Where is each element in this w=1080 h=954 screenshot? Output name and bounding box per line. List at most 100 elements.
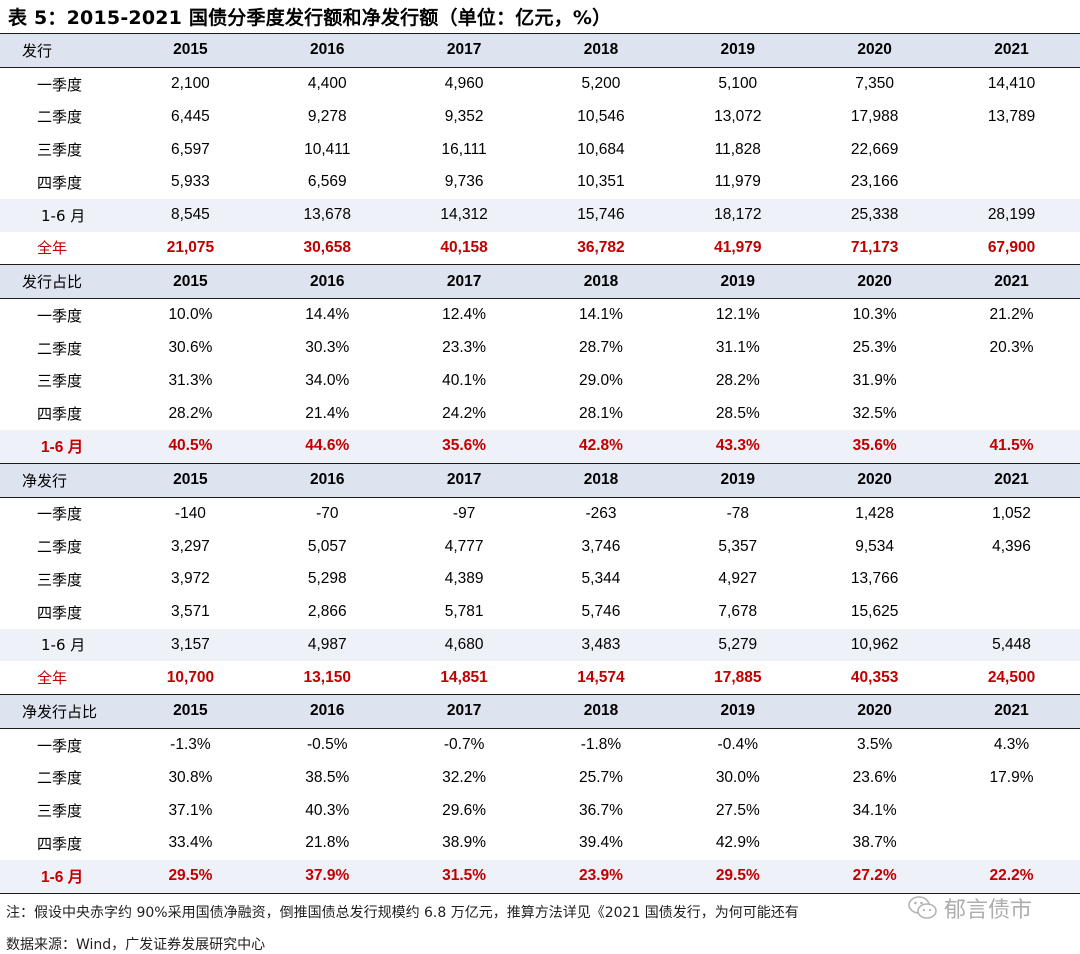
value-cell: 5,100 <box>718 75 758 93</box>
value-cell: 71,173 <box>850 238 899 256</box>
value-cell: 24.2% <box>442 404 487 422</box>
table-body: 发行 2015 2016 2017 2018 2019 2020 2021 一季度 2,100 4,… <box>0 33 1080 894</box>
value-cell: 23,166 <box>850 173 899 191</box>
value-cell <box>943 166 1080 199</box>
year-header-cell: 2019 <box>669 694 807 729</box>
value-cell <box>943 596 1080 629</box>
value-cell: 32.5% <box>852 404 897 422</box>
row-label: 一季度 <box>37 306 83 325</box>
value-cell: 12.4% <box>442 306 487 324</box>
value-cell: 38.7% <box>852 834 897 852</box>
value-cell: 35.6% <box>806 430 944 464</box>
table-row: 三季度 37.1% 40.3% 29.6% 36.7% 27.5% 34.1% <box>0 794 1080 827</box>
row-label: 全年 <box>37 669 68 688</box>
value-cell: -0.5% <box>307 736 348 754</box>
table-row: 三季度 3,972 5,298 4,389 5,344 4,927 13,766 <box>0 563 1080 596</box>
value-cell: 14,410 <box>987 75 1036 93</box>
value-cell: 40.3% <box>305 801 350 819</box>
value-cell: 6,445 <box>171 107 210 125</box>
year-header-cell: 2021 <box>943 264 1080 299</box>
value-cell: 37.1% <box>168 801 213 819</box>
value-cell: 4,396 <box>992 537 1031 555</box>
row-label: 二季度 <box>37 339 83 358</box>
value-cell: 4,927 <box>718 570 758 588</box>
value-cell <box>943 397 1080 430</box>
value-cell: 21.8% <box>305 834 350 852</box>
row-label: 1-6 月 <box>0 430 122 464</box>
value-cell: 7,678 <box>718 603 758 621</box>
year-header-cell: 2016 <box>258 694 396 729</box>
year-header-cell: 2017 <box>395 33 533 68</box>
row-label: 一季度 <box>37 505 83 524</box>
value-cell: 1,052 <box>992 504 1031 522</box>
value-cell: 35.6% <box>395 430 533 464</box>
value-cell: 24,500 <box>987 668 1036 686</box>
value-cell: 3,571 <box>171 603 210 621</box>
value-cell: 3,297 <box>171 537 210 555</box>
section-header-label: 发行 <box>0 33 122 68</box>
value-cell: 13,789 <box>987 107 1036 125</box>
table-row: 1-6 月 40.5% 44.6% 35.6% 42.8% 43.3% 35.6% 41.5% <box>0 430 1080 464</box>
value-cell: 16,111 <box>441 140 487 158</box>
value-cell: 21.4% <box>305 404 350 422</box>
value-cell: 14.4% <box>305 306 350 324</box>
value-cell: 29.6% <box>442 801 487 819</box>
table-row: 四季度 28.2% 21.4% 24.2% 28.1% 28.5% 32.5% <box>0 397 1080 430</box>
year-header-cell: 2019 <box>669 462 807 498</box>
value-cell: 15,625 <box>850 603 899 621</box>
value-cell: 17,885 <box>714 668 762 686</box>
value-cell: 9,278 <box>307 107 347 125</box>
value-cell: 5,933 <box>171 173 210 191</box>
value-cell: 42.8% <box>532 430 670 464</box>
value-cell: 40.1% <box>442 371 487 389</box>
value-cell: 13,766 <box>850 570 899 588</box>
year-header-cell: 2016 <box>258 264 396 299</box>
value-cell: 4,960 <box>444 75 484 93</box>
value-cell: 29.0% <box>578 371 623 389</box>
value-cell: 28,199 <box>943 198 1080 232</box>
value-cell: -70 <box>316 504 339 522</box>
year-header-cell: 2021 <box>943 33 1080 68</box>
row-label: 二季度 <box>37 769 83 788</box>
value-cell: 21.2% <box>989 306 1034 324</box>
value-cell: 2,866 <box>307 603 347 621</box>
value-cell: 3,972 <box>171 570 210 588</box>
value-cell: 5,448 <box>943 628 1080 662</box>
year-header-cell: 2020 <box>806 33 944 68</box>
value-cell: 21,075 <box>166 238 215 256</box>
year-header-cell: 2021 <box>943 462 1080 498</box>
value-cell: 4,987 <box>258 628 396 662</box>
table-row: 四季度 3,571 2,866 5,781 5,746 7,678 15,625 <box>0 596 1080 629</box>
value-cell: 6,597 <box>171 140 210 158</box>
table-row: 四季度 5,933 6,569 9,736 10,351 11,979 23,166 <box>0 166 1080 199</box>
value-cell: -0.7% <box>443 736 485 754</box>
year-header-cell: 2018 <box>532 264 670 299</box>
value-cell: 7,350 <box>855 75 895 93</box>
value-cell: 34.0% <box>305 371 350 389</box>
year-header-cell: 2017 <box>395 264 533 299</box>
value-cell: 41.5% <box>943 430 1080 464</box>
row-label: 四季度 <box>37 603 83 622</box>
year-header-cell: 2018 <box>532 33 670 68</box>
value-cell: 13,072 <box>714 107 762 125</box>
table-row: 一季度 10.0% 14.4% 12.4% 14.1% 12.1% 10.3% 21.2% <box>0 299 1080 332</box>
value-cell: -140 <box>174 504 206 522</box>
value-cell <box>943 794 1080 827</box>
value-cell: 10,546 <box>577 107 625 125</box>
value-cell: 6,569 <box>307 173 347 191</box>
value-cell: 30.8% <box>168 768 213 786</box>
value-cell: 10,700 <box>166 668 215 686</box>
year-header-cell: 2015 <box>122 33 259 68</box>
value-cell: 5,298 <box>307 570 347 588</box>
value-cell: 27.2% <box>806 859 944 894</box>
row-label: 三季度 <box>37 141 83 160</box>
value-cell: 23.9% <box>532 859 670 894</box>
row-label: 三季度 <box>37 802 83 821</box>
value-cell: 20.3% <box>989 339 1034 357</box>
row-label: 1-6 月 <box>0 859 122 894</box>
value-cell: 11,979 <box>714 173 761 191</box>
data-source: 数据来源：Wind，广发证券发展研究中心 <box>6 937 266 953</box>
year-header-cell: 2021 <box>943 694 1080 729</box>
value-cell: 10.3% <box>852 306 897 324</box>
table-row: 1-6 月 29.5% 37.9% 31.5% 23.9% 29.5% 27.2% 22.2% <box>0 859 1080 894</box>
